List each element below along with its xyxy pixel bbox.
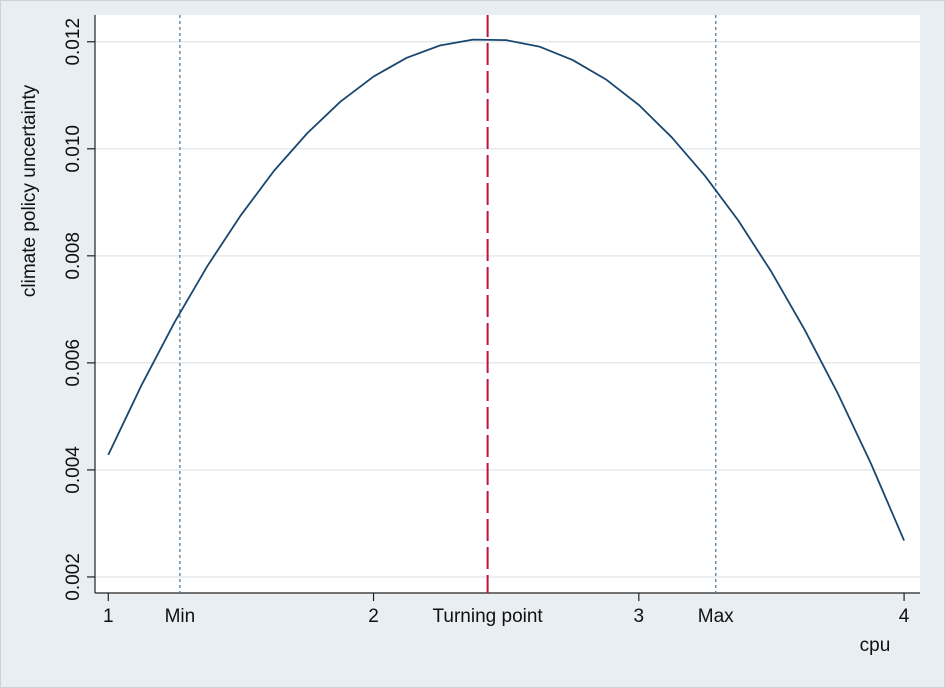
reference-label: Max xyxy=(698,606,734,627)
x-tick-label: 1 xyxy=(103,606,114,627)
x-tick-label: 3 xyxy=(634,606,645,627)
y-tick-label: 0.002 xyxy=(63,553,84,601)
plot-area xyxy=(95,15,920,593)
y-tick-label: 0.006 xyxy=(63,339,84,387)
curve xyxy=(107,38,905,541)
x-axis-title: cpu xyxy=(860,635,891,656)
y-axis-title: climate policy uncertainty xyxy=(19,84,40,297)
x-tick-label: 4 xyxy=(899,606,910,627)
reference-label: Min xyxy=(165,606,196,627)
y-tick-label: 0.004 xyxy=(63,446,84,494)
x-tick-label: 2 xyxy=(368,606,379,627)
y-tick-label: 0.008 xyxy=(63,232,84,280)
y-tick-label: 0.012 xyxy=(63,18,84,66)
reference-label: Turning point xyxy=(433,606,544,627)
y-tick-label: 0.010 xyxy=(63,125,84,173)
